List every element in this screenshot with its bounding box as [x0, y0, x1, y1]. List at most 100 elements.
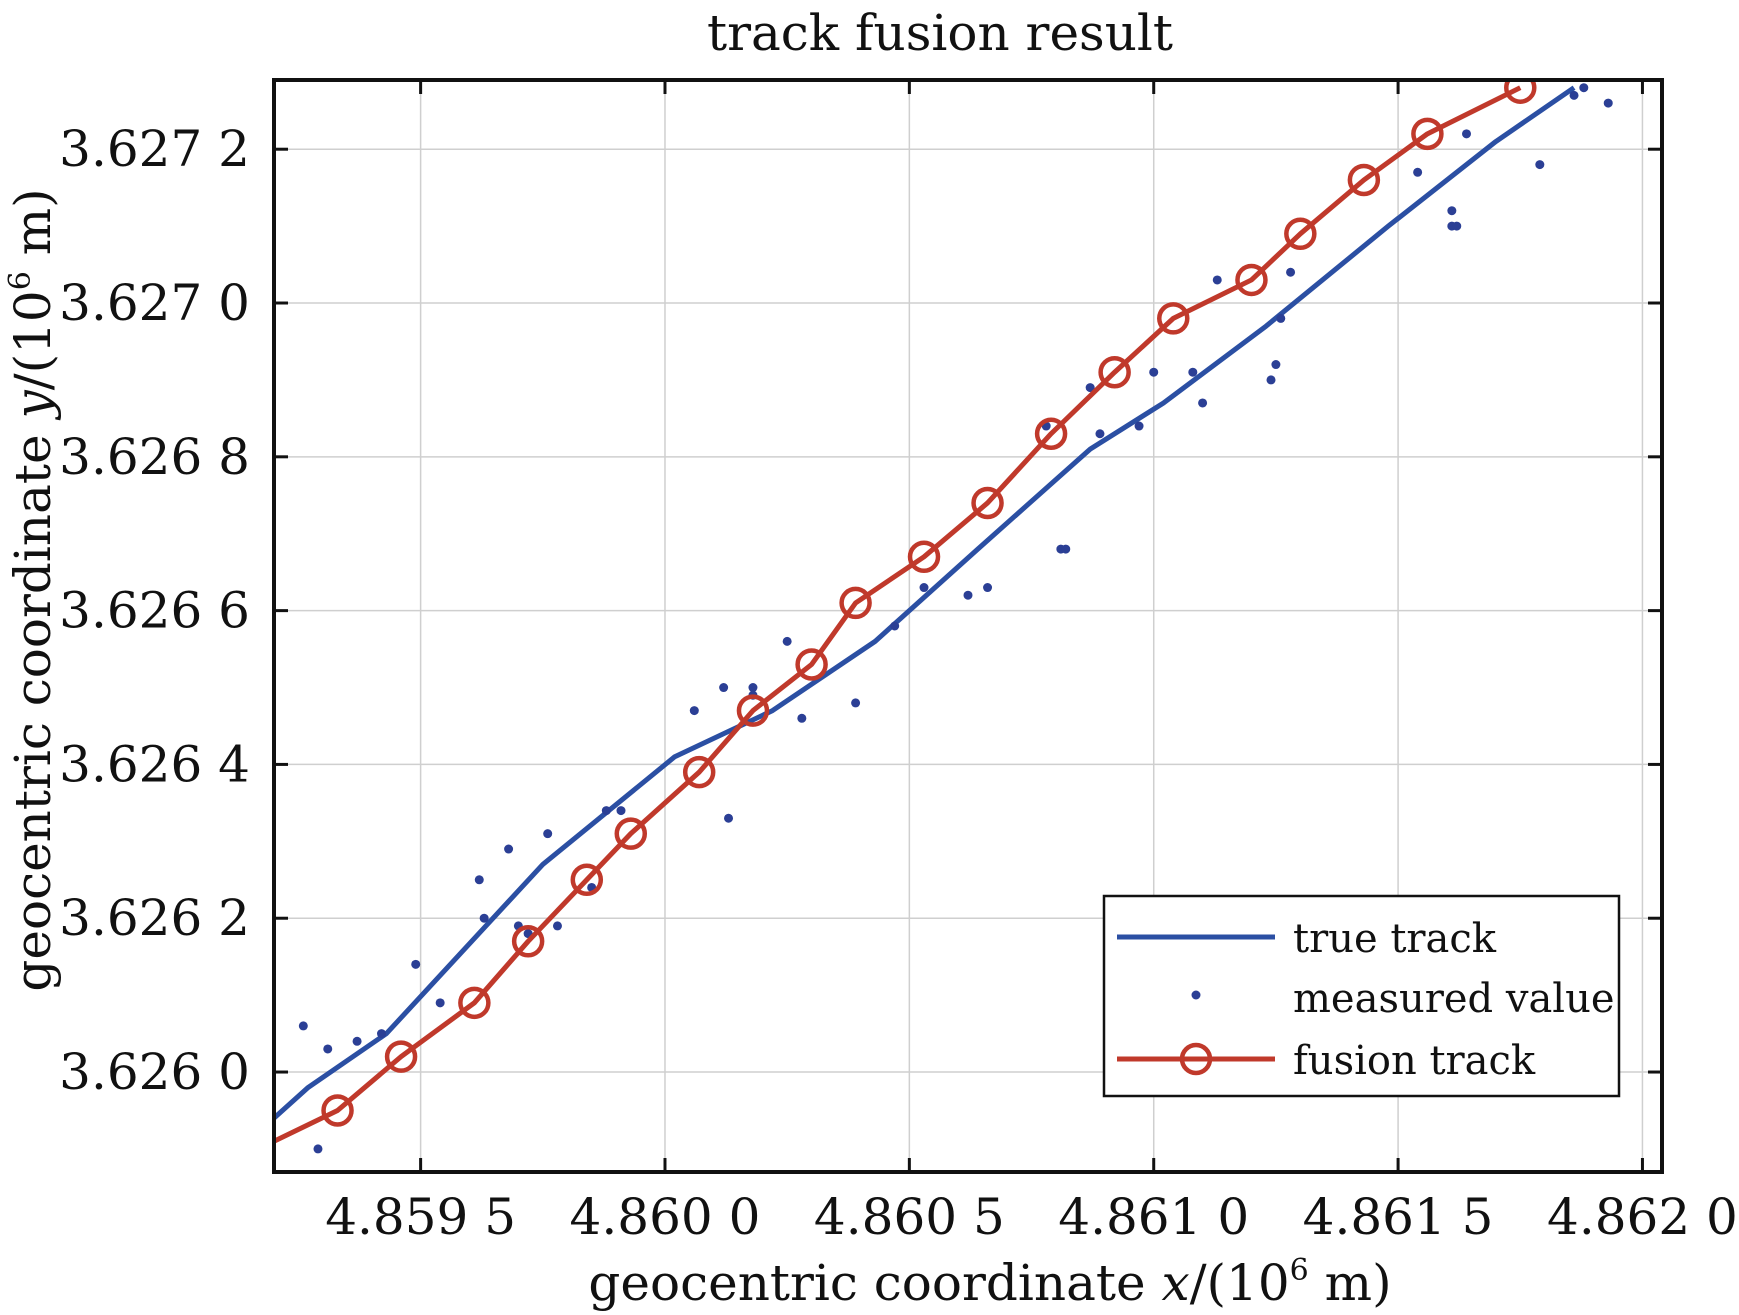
- y-tick-label-0: 3.626 0: [59, 1043, 250, 1101]
- measured-value-point-17: [689, 706, 699, 716]
- measured-value-point-40: [1271, 360, 1281, 370]
- fusion-track-marker-11: [907, 540, 941, 574]
- fusion-track-marker-18: [1347, 163, 1381, 197]
- chart-title: track fusion result: [707, 4, 1173, 62]
- measured-value-point-16: [616, 806, 626, 816]
- x-axis-label: geocentric coordinate x/(106 m): [588, 1253, 1391, 1312]
- fusion-track-marker-13: [1034, 417, 1068, 450]
- tick-labels: 4.859 5 4.860 0 4.860 5 4.861 0 4.861 5 4.862…: [59, 120, 1738, 1246]
- measured-value-point-12: [543, 829, 553, 839]
- x-tick-label-0: 4.859 5: [325, 1188, 516, 1246]
- x-axis-label-prefix: geocentric coordinate: [588, 1254, 1161, 1312]
- x-axis-label-var: x: [1161, 1254, 1189, 1312]
- measured-value-point-22: [782, 636, 792, 646]
- fusion-track-marker-14: [1098, 355, 1131, 389]
- x-axis-label-unit: m): [1309, 1254, 1392, 1312]
- y-axis-label-unit: m): [4, 188, 62, 271]
- x-axis-label-sep: /(10: [1190, 1254, 1290, 1312]
- measured-value-point-5: [411, 959, 421, 969]
- measured-value-point-30: [1061, 544, 1071, 554]
- measured-value-point-2: [323, 1044, 333, 1054]
- x-tick-label-4: 4.861 5: [1303, 1188, 1494, 1246]
- fusion-track-marker-12: [971, 486, 1004, 520]
- y-axis-label: geocentric coordinate y/(106 m): [3, 188, 62, 991]
- measured-value-point-35: [1149, 367, 1159, 377]
- measured-value-point-49: [1569, 90, 1579, 100]
- measured-value-point-9: [504, 844, 514, 854]
- measured-value-point-0: [298, 1021, 308, 1031]
- fusion-track-marker-7: [682, 755, 716, 789]
- measured-value-point-34: [1134, 421, 1144, 431]
- fusion-track-marker-19: [1411, 117, 1444, 151]
- measured-value-point-46: [1452, 221, 1462, 231]
- fusion-track-marker-2: [384, 1040, 418, 1073]
- legend-measured-value-label: measured value: [1293, 976, 1615, 1022]
- measured-value-point-39: [1266, 375, 1276, 385]
- fusion-track-marker-10: [839, 586, 872, 620]
- measured-value-point-8: [479, 913, 489, 923]
- y-axis-label-prefix: geocentric coordinate: [4, 419, 62, 992]
- measured-value-point-42: [1286, 267, 1296, 277]
- y-tick-label-6: 3.627 2: [59, 120, 250, 178]
- measured-value-point-23: [797, 713, 807, 723]
- fusion-track-marker-4: [511, 925, 545, 958]
- measured-value-point-37: [1198, 398, 1208, 408]
- fusion-track-marker-6: [614, 817, 648, 850]
- y-tick-label-3: 3.626 6: [59, 582, 250, 640]
- fusion-track-marker-9: [795, 648, 828, 681]
- measured-value-point-19: [724, 813, 734, 823]
- legend-true-track-label: true track: [1293, 916, 1497, 962]
- measured-value-point-26: [919, 583, 929, 593]
- plot-frame: [272, 78, 1664, 1174]
- measured-value-point-4: [377, 1029, 387, 1039]
- measured-value-point-36: [1188, 367, 1198, 377]
- measured-value-point-13: [552, 921, 562, 931]
- legend-fusion-track-swatch-marker: [1179, 1042, 1213, 1076]
- y-axis-label-var: y: [4, 390, 62, 421]
- fusion-track-marker-17: [1284, 217, 1317, 251]
- x-tick-label-5: 4.862 0: [1547, 1188, 1738, 1246]
- measured-value-point-27: [963, 590, 973, 600]
- fusion-track-marker-20: [1504, 80, 1537, 104]
- ticks: [274, 80, 1662, 1172]
- fusion-track-line: [274, 85, 1522, 1144]
- measured-value-point-24: [851, 698, 861, 708]
- fusion-track-marker-8: [736, 694, 770, 727]
- y-tick-label-4: 3.626 8: [59, 428, 250, 486]
- series-layer: [274, 80, 1613, 1154]
- legend-box: [1102, 894, 1621, 1098]
- fusion-track-marker-15: [1157, 302, 1190, 335]
- measured-value-point-28: [983, 583, 993, 593]
- measured-value-point-48: [1535, 160, 1545, 170]
- measured-value-point-15: [601, 806, 611, 816]
- fusion-track-marker-1: [321, 1094, 354, 1127]
- legend-fusion-track-label: fusion track: [1293, 1038, 1536, 1084]
- x-axis-label-exp: 6: [1290, 1253, 1309, 1288]
- measured-value-point-18: [719, 683, 729, 693]
- measured-value-point-41: [1276, 313, 1286, 323]
- measured-value-point-38: [1212, 275, 1222, 285]
- true-track-line: [274, 85, 1576, 1121]
- measured-value-point-6: [435, 998, 445, 1008]
- measured-value-point-20: [748, 683, 758, 693]
- y-axis-label-sep: /(10: [4, 290, 62, 390]
- legend: true track measured value fusion track: [1102, 894, 1621, 1098]
- fusion-track-marker-16: [1235, 263, 1268, 297]
- y-axis-label-exp: 6: [3, 271, 38, 290]
- measured-value-point-25: [890, 621, 900, 631]
- measured-value-point-33: [1095, 429, 1105, 439]
- fusion-track-marker-5: [570, 863, 604, 897]
- y-tick-label-5: 3.627 0: [59, 274, 250, 332]
- x-tick-label-2: 4.860 5: [814, 1188, 1005, 1246]
- measured-value-point-3: [352, 1036, 362, 1046]
- y-tick-label-1: 3.626 2: [59, 889, 250, 947]
- measured-value-point-47: [1462, 129, 1472, 139]
- legend-measured-value-swatch: [1191, 990, 1201, 1000]
- measured-value-point-7: [474, 875, 484, 885]
- measured-value-point-32: [1085, 383, 1095, 393]
- x-tick-label-3: 4.861 0: [1058, 1188, 1249, 1246]
- measured-value-point-45: [1447, 206, 1457, 216]
- fusion-track-marker-3: [458, 986, 491, 1020]
- y-tick-label-2: 3.626 4: [59, 735, 250, 793]
